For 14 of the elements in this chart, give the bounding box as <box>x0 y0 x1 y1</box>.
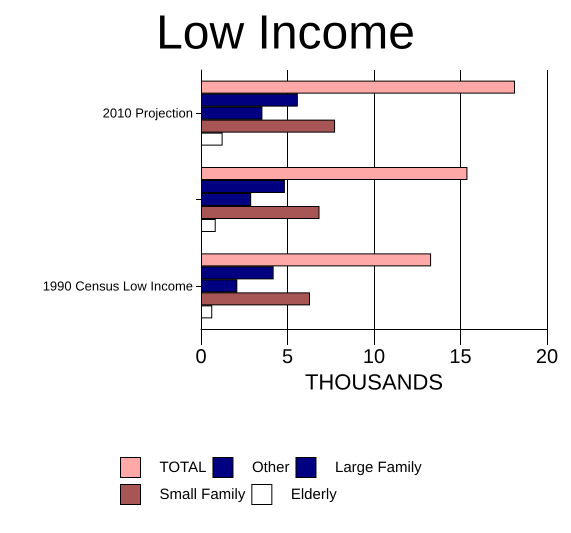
legend-label: Elderly <box>290 486 338 503</box>
x-tick-label: 15 <box>449 346 472 368</box>
x-tick-label: 0 <box>195 346 207 368</box>
legend-label: Other <box>252 459 290 476</box>
legend-label: Large Family <box>334 459 422 476</box>
y-tick-label: 1990 Census Low Income <box>42 278 193 294</box>
x-tick-label: 5 <box>282 346 294 368</box>
x-tick-label: 10 <box>362 346 386 368</box>
legend-label: TOTAL <box>160 459 206 476</box>
legend-label: Small Family <box>160 486 246 503</box>
x-tick-label: 20 <box>536 346 558 368</box>
chart-title: Low Income <box>156 6 415 60</box>
x-axis-title: THOUSANDS <box>304 370 444 394</box>
y-tick-label: 2010 Projection <box>102 106 193 121</box>
